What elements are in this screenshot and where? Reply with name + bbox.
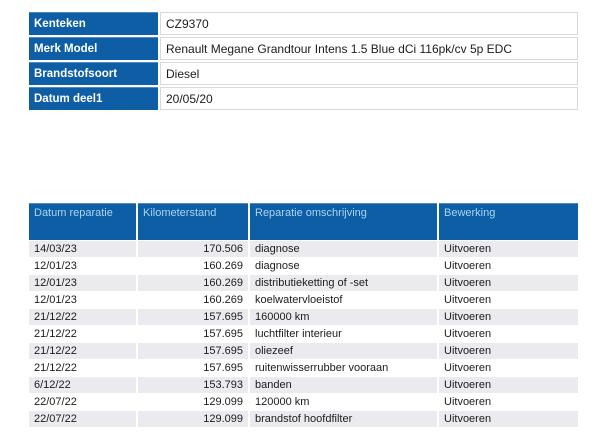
odometer-cell: 157.695 <box>138 309 248 325</box>
repair-description-cell: banden <box>250 377 437 393</box>
repair-date-cell: 12/01/23 <box>29 292 136 308</box>
repair-date-cell: 14/03/23 <box>29 241 136 257</box>
field-label: Brandstofsoort <box>29 62 158 85</box>
odometer-cell: 160.269 <box>138 292 248 308</box>
vehicle-info-body: Kenteken CZ9370 Merk Model Renault Megane G… <box>29 12 578 110</box>
odometer-cell: 153.793 <box>138 377 248 393</box>
repair-description-cell: diagnose <box>250 258 437 274</box>
odometer-cell: 157.695 <box>138 360 248 376</box>
odometer-cell: 157.695 <box>138 326 248 342</box>
column-header-reparatie-omschrijving: Reparatie omschrijving <box>250 203 437 240</box>
uitvoeren-action[interactable]: Uitvoeren <box>439 394 578 410</box>
table-row: 14/03/23 170.506 diagnose Uitvoeren <box>29 241 578 257</box>
repair-date-cell: 22/07/22 <box>29 411 136 427</box>
repair-date-cell: 21/12/22 <box>29 326 136 342</box>
repair-description-cell: luchtfilter interieur <box>250 326 437 342</box>
column-header-bewerking: Bewerking <box>439 203 578 240</box>
vehicle-info-row: Merk Model Renault Megane Grandtour Inten… <box>29 37 578 60</box>
repairs-header-row: Datum reparatie Kilometerstand Reparatie… <box>29 203 578 240</box>
repair-date-cell: 12/01/23 <box>29 275 136 291</box>
field-label: Kenteken <box>29 12 158 35</box>
odometer-cell: 129.099 <box>138 411 248 427</box>
vehicle-info-table: Kenteken CZ9370 Merk Model Renault Megane G… <box>27 10 580 112</box>
field-label: Merk Model <box>29 37 158 60</box>
table-row: 21/12/22 157.695 luchtfilter interieur Uitv… <box>29 326 578 342</box>
repair-date-cell: 21/12/22 <box>29 309 136 325</box>
repair-description-cell: distributieketting of -set <box>250 275 437 291</box>
repair-description-cell: oliezeef <box>250 343 437 359</box>
table-row: 22/07/22 129.099 brandstof hoofdfilter Uitv… <box>29 411 578 427</box>
uitvoeren-action[interactable]: Uitvoeren <box>439 326 578 342</box>
uitvoeren-action[interactable]: Uitvoeren <box>439 258 578 274</box>
repair-description-cell: koelwatervloeistof <box>250 292 437 308</box>
uitvoeren-action[interactable]: Uitvoeren <box>439 377 578 393</box>
uitvoeren-action[interactable]: Uitvoeren <box>439 411 578 427</box>
table-row: 21/12/22 157.695 oliezeef Uitvoeren <box>29 343 578 359</box>
table-row: 12/01/23 160.269 koelwatervloeistof Uitvoer… <box>29 292 578 308</box>
repair-description-cell: brandstof hoofdfilter <box>250 411 437 427</box>
vehicle-info-row: Brandstofsoort Diesel <box>29 62 578 85</box>
odometer-cell: 157.695 <box>138 343 248 359</box>
repair-date-cell: 6/12/22 <box>29 377 136 393</box>
odometer-cell: 160.269 <box>138 258 248 274</box>
repair-date-cell: 12/01/23 <box>29 258 136 274</box>
column-header-kilometerstand: Kilometerstand <box>138 203 248 240</box>
table-row: 12/01/23 160.269 diagnose Uitvoeren <box>29 258 578 274</box>
uitvoeren-action[interactable]: Uitvoeren <box>439 275 578 291</box>
odometer-cell: 170.506 <box>138 241 248 257</box>
field-value: 20/05/20 <box>160 87 578 110</box>
repairs-table: Datum reparatie Kilometerstand Reparatie… <box>27 202 580 428</box>
vehicle-info-row: Kenteken CZ9370 <box>29 12 578 35</box>
field-value: Renault Megane Grandtour Intens 1.5 Blue… <box>160 37 578 60</box>
table-row: 6/12/22 153.793 banden Uitvoeren <box>29 377 578 393</box>
repair-description-cell: ruitenwisserrubber vooraan <box>250 360 437 376</box>
field-value: Diesel <box>160 62 578 85</box>
table-row: 22/07/22 129.099 120000 km Uitvoeren <box>29 394 578 410</box>
repair-description-cell: diagnose <box>250 241 437 257</box>
vehicle-info-row: Datum deel1 20/05/20 <box>29 87 578 110</box>
repair-description-cell: 160000 km <box>250 309 437 325</box>
uitvoeren-action[interactable]: Uitvoeren <box>439 360 578 376</box>
odometer-cell: 129.099 <box>138 394 248 410</box>
field-value: CZ9370 <box>160 12 578 35</box>
table-row: 21/12/22 157.695 160000 km Uitvoeren <box>29 309 578 325</box>
repairs-body: 14/03/23 170.506 diagnose Uitvoeren 12/01/23… <box>29 241 578 427</box>
table-row: 21/12/22 157.695 ruitenwisserrubber vooraa… <box>29 360 578 376</box>
repair-date-cell: 22/07/22 <box>29 394 136 410</box>
uitvoeren-action[interactable]: Uitvoeren <box>439 343 578 359</box>
odometer-cell: 160.269 <box>138 275 248 291</box>
repair-date-cell: 21/12/22 <box>29 360 136 376</box>
repair-description-cell: 120000 km <box>250 394 437 410</box>
repair-date-cell: 21/12/22 <box>29 343 136 359</box>
uitvoeren-action[interactable]: Uitvoeren <box>439 241 578 257</box>
uitvoeren-action[interactable]: Uitvoeren <box>439 309 578 325</box>
table-row: 12/01/23 160.269 distributieketting of -se… <box>29 275 578 291</box>
uitvoeren-action[interactable]: Uitvoeren <box>439 292 578 308</box>
field-label: Datum deel1 <box>29 87 158 110</box>
column-header-datum-reparatie: Datum reparatie <box>29 203 136 240</box>
